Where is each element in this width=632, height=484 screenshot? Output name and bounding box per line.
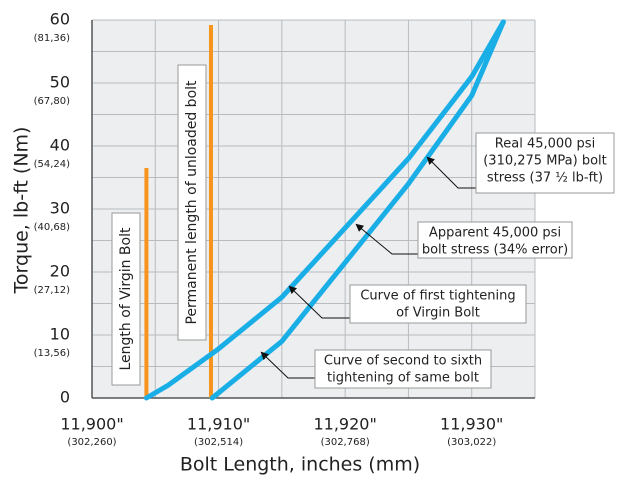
y-tick-label: 30 (50, 199, 70, 218)
reference-label: Permanent length of unloaded bolt (184, 80, 200, 325)
reference-label: Length of Virgin Bolt (118, 227, 134, 371)
annotation-box (475, 132, 615, 194)
x-tick-sublabel: (302,260) (67, 437, 116, 448)
y-tick-label: 0 (60, 388, 70, 407)
y-tick-sublabel: (27,12) (34, 285, 71, 296)
y-tick-label: 60 (50, 10, 70, 29)
y-tick-sublabel: (13,56) (34, 348, 71, 359)
y-tick-sublabel: (40,68) (34, 222, 71, 233)
annotation-text: Real 45,000 psi (495, 137, 595, 152)
annotation-text: of Virgin Bolt (396, 306, 480, 321)
y-tick-label: 20 (50, 262, 70, 281)
x-tick-label: 11,920" (313, 415, 376, 434)
annotation-text: Curve of second to sixth (324, 354, 482, 369)
annotation-box (417, 221, 573, 259)
curve (143, 19, 506, 401)
y-tick-label: 10 (50, 325, 70, 344)
label-box (177, 64, 207, 341)
y-axis-title: Torque, lb-ft (Nm) (11, 127, 33, 295)
annotation-text: Curve of first tightening (360, 289, 515, 304)
x-tick-sublabel: (302,514) (194, 437, 243, 448)
annotation-box (314, 349, 492, 389)
x-tick-label: 11,900" (60, 415, 123, 434)
x-axis-title: Bolt Length, inches (mm) (180, 454, 420, 476)
x-tick-label: 11,910" (187, 415, 250, 434)
annotation-arrow (288, 285, 350, 319)
x-tick-sublabel: (303,022) (447, 437, 496, 448)
annotation-text: Apparent 45,000 psi (429, 226, 561, 241)
annotation-arrow (260, 351, 315, 379)
annotation-text: tightening of same bolt (327, 371, 479, 386)
curve (209, 19, 506, 401)
y-tick-label: 50 (50, 73, 70, 92)
annotation-box (349, 284, 527, 324)
annotation-text: (310,275 MPa) bolt (483, 154, 607, 169)
y-tick-sublabel: (81,36) (34, 33, 71, 44)
y-tick-sublabel: (67,80) (34, 96, 71, 107)
y-tick-sublabel: (54,24) (34, 159, 71, 170)
annotation-arrow (426, 156, 476, 189)
x-tick-sublabel: (302,768) (321, 437, 370, 448)
annotation-text: stress (37 ½ lb-ft) (487, 171, 603, 186)
y-tick-label: 40 (50, 136, 70, 155)
x-tick-label: 11,930" (440, 415, 503, 434)
annotation-arrow (355, 223, 418, 255)
label-box (111, 212, 141, 386)
annotation-text: bolt stress (34% error) (422, 243, 568, 258)
